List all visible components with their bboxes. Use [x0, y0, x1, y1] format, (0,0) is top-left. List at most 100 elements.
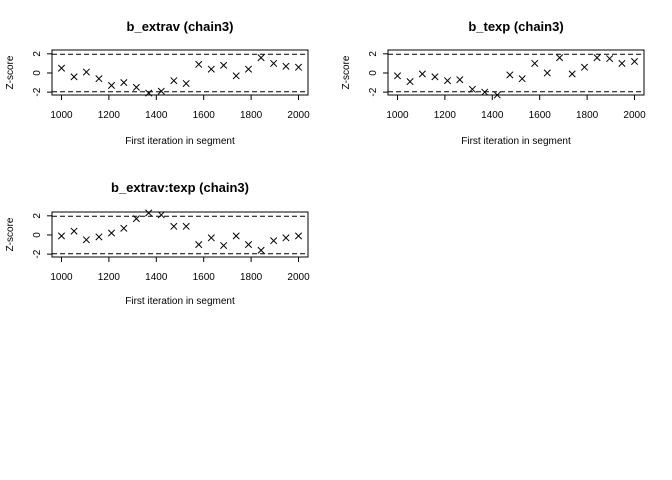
x-axis-label: First iteration in segment: [125, 136, 235, 147]
data-point: [518, 75, 526, 83]
data-point: [132, 215, 140, 223]
y-tick-label: -2: [368, 87, 379, 96]
chart-title: b_texp (chain3): [468, 19, 563, 34]
x-tick-label: 1200: [98, 110, 121, 121]
x-tick-label: 1200: [434, 110, 457, 121]
chart-title: b_extrav (chain3): [127, 19, 234, 34]
data-point: [95, 233, 103, 241]
x-tick-label: 2000: [623, 110, 646, 121]
data-point: [107, 229, 116, 237]
data-point: [182, 222, 190, 230]
x-tick-label: 1400: [145, 272, 168, 283]
x-tick-label: 1400: [145, 110, 168, 121]
data-point: [95, 75, 103, 83]
data-point: [593, 54, 601, 62]
y-tick-label: -2: [32, 87, 43, 96]
data-point: [606, 55, 614, 63]
data-point: [207, 65, 215, 73]
data-point: [481, 88, 489, 96]
data-point: [57, 232, 66, 240]
data-point: [531, 59, 539, 67]
data-point: [107, 81, 116, 89]
x-tick-label: 2000: [287, 272, 310, 283]
y-tick-label: 2: [32, 213, 43, 219]
data-point: [294, 63, 303, 71]
plot-frame: [51, 211, 309, 258]
data-point: [282, 234, 290, 242]
data-point: [170, 222, 178, 230]
data-point: [456, 76, 464, 84]
data-point: [443, 77, 452, 85]
data-point: [418, 70, 426, 78]
x-tick-label: 1000: [50, 272, 73, 283]
data-point: [70, 227, 78, 235]
y-tick-label: 0: [32, 70, 43, 76]
data-point: [207, 234, 215, 242]
data-point: [270, 237, 278, 245]
data-point: [506, 71, 514, 79]
chart-panel-3: b_extrav:texp (chain3) First iteration in…: [5, 180, 310, 307]
x-tick-label: 1000: [50, 110, 73, 121]
y-tick-label: -2: [32, 249, 43, 258]
data-point: [220, 241, 228, 250]
x-axis-label: First iteration in segment: [125, 296, 235, 307]
y-axis-label: Z-score: [5, 217, 16, 251]
data-point: [630, 57, 639, 66]
y-tick-label: 2: [32, 51, 43, 57]
plot-frame: [51, 49, 309, 96]
data-point: [82, 236, 90, 244]
data-point: [580, 63, 589, 71]
data-point: [157, 211, 165, 219]
x-tick-label: 1600: [529, 110, 552, 121]
x-tick-label: 1800: [240, 272, 263, 283]
plot-frame: [387, 49, 645, 96]
data-point: [406, 78, 414, 86]
x-tick-label: 1800: [576, 110, 599, 121]
y-axis-label: Z-score: [341, 55, 352, 89]
data-point: [195, 240, 203, 249]
data-point: [568, 70, 576, 78]
data-point: [244, 65, 253, 73]
data-point: [393, 72, 402, 80]
data-point: [468, 85, 476, 93]
data-point: [120, 224, 128, 232]
x-tick-label: 1600: [193, 272, 216, 283]
data-point: [145, 209, 153, 217]
y-tick-label: 2: [368, 51, 379, 57]
x-tick-label: 1000: [386, 110, 409, 121]
y-tick-label: 0: [32, 232, 43, 238]
data-point: [232, 232, 240, 240]
data-point: [257, 54, 265, 62]
y-tick-label: 0: [368, 70, 379, 76]
data-point: [70, 73, 78, 81]
x-tick-label: 1600: [193, 110, 216, 121]
x-tick-label: 1200: [98, 272, 121, 283]
x-axis-label: First iteration in segment: [461, 136, 571, 147]
data-point: [82, 68, 90, 76]
data-point: [232, 72, 240, 80]
data-point: [120, 78, 128, 87]
data-point: [257, 246, 265, 254]
chart-title: b_extrav:texp (chain3): [111, 180, 249, 195]
x-tick-label: 2000: [287, 110, 310, 121]
x-tick-label: 1400: [481, 110, 504, 121]
data-point: [431, 73, 439, 81]
x-tick-label: 1800: [240, 110, 263, 121]
data-point: [195, 60, 203, 68]
data-point: [618, 59, 626, 67]
data-point: [543, 69, 551, 77]
data-point: [220, 61, 228, 69]
data-point: [170, 77, 178, 85]
data-point: [493, 91, 501, 99]
data-point: [556, 54, 564, 62]
data-point: [132, 83, 140, 91]
data-point: [244, 240, 253, 249]
data-point: [294, 232, 303, 240]
data-point: [270, 59, 278, 67]
data-point: [145, 89, 153, 97]
data-point: [182, 79, 190, 88]
data-point: [57, 64, 66, 72]
data-point: [157, 87, 165, 95]
data-point: [282, 62, 290, 70]
